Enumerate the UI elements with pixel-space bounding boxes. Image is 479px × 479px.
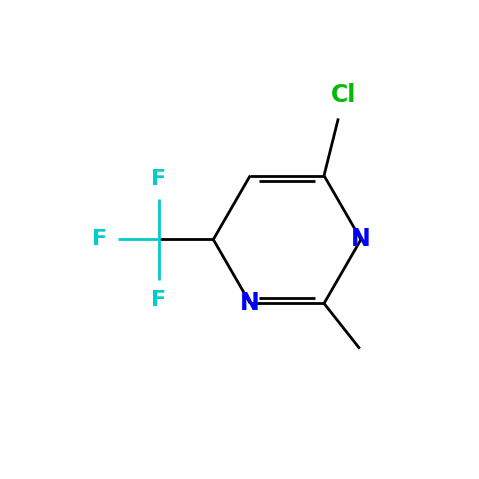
Text: Cl: Cl: [331, 82, 356, 106]
Text: F: F: [151, 169, 166, 189]
Text: N: N: [240, 291, 260, 316]
Text: F: F: [92, 229, 108, 250]
Text: F: F: [151, 290, 166, 310]
Text: N: N: [351, 228, 371, 251]
